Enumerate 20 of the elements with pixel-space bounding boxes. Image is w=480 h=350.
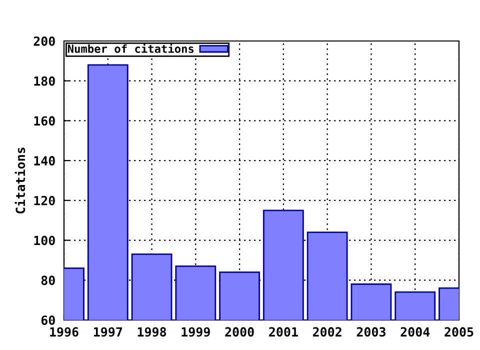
y-tick-label: 80 — [41, 276, 55, 286]
legend-label: Number of citations — [68, 44, 194, 53]
y-tick-label: 120 — [34, 196, 55, 206]
x-tick-label: 2001 — [269, 327, 298, 337]
x-tick-label: 2004 — [400, 327, 430, 337]
x-tick-label: 1997 — [94, 327, 122, 337]
x-tick-label: 1998 — [138, 327, 166, 337]
x-tick-label: 1996 — [50, 327, 78, 337]
y-tick-label: 200 — [34, 36, 55, 46]
y-tick-label: 60 — [41, 315, 55, 325]
y-tick-label: 140 — [34, 156, 55, 166]
y-axis-title: Citations — [14, 148, 26, 214]
x-tick-label: 2005 — [444, 327, 474, 337]
y-tick-label: 160 — [34, 116, 55, 126]
y-tick-label: 180 — [34, 76, 55, 86]
y-tick-label: 100 — [34, 236, 55, 246]
x-tick-label: 2002 — [312, 327, 342, 337]
x-tick-label: 2000 — [225, 327, 254, 337]
x-tick-label: 2003 — [356, 327, 386, 337]
x-tick-label: 1999 — [182, 327, 210, 337]
